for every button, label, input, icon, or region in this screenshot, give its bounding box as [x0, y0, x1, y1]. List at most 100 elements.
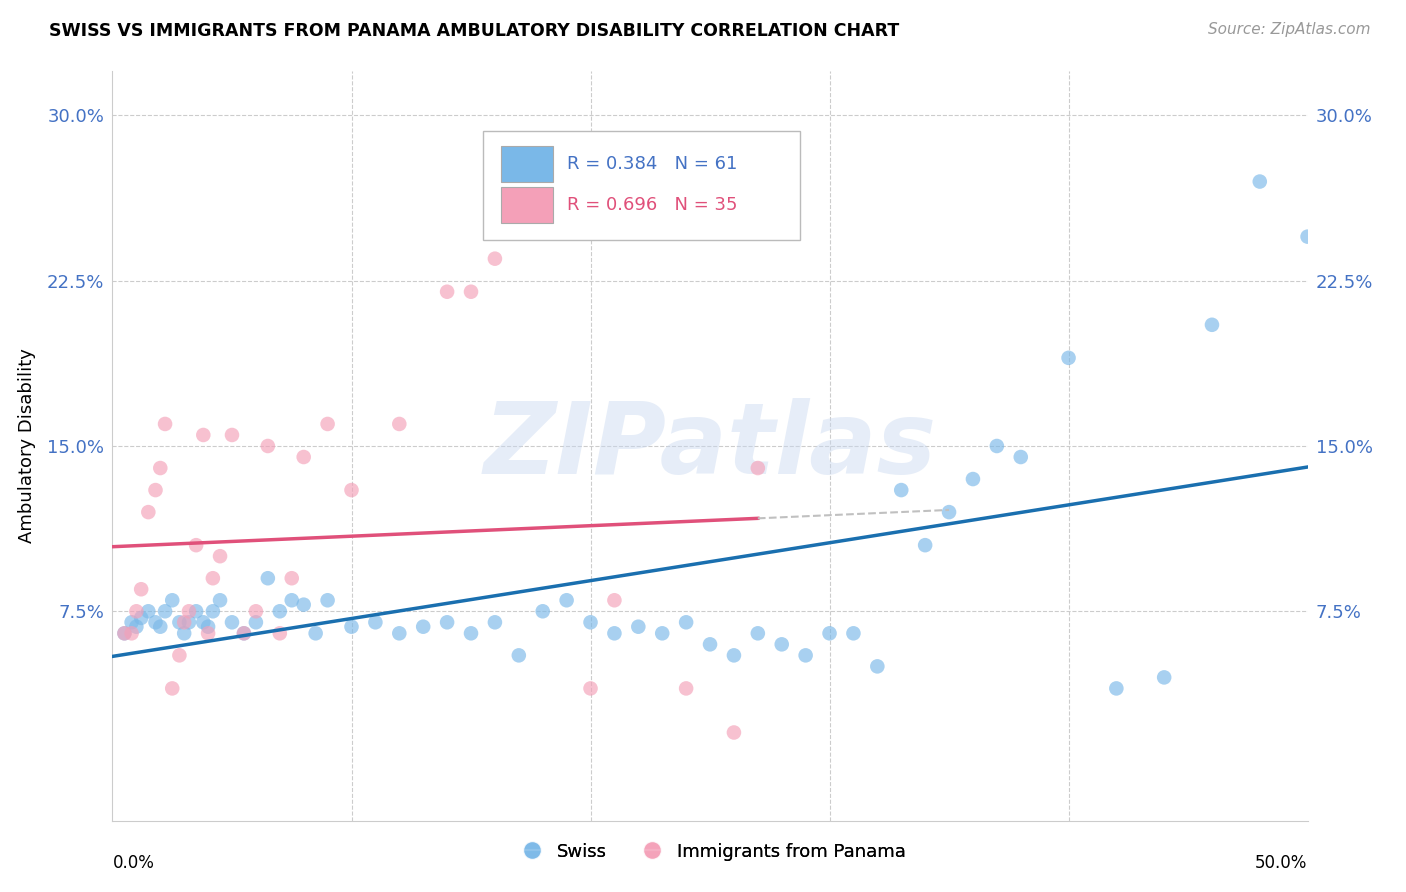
Text: 0.0%: 0.0% — [112, 854, 155, 871]
Point — [1153, 670, 1175, 684]
Point — [125, 620, 148, 634]
Point — [794, 648, 817, 663]
Text: 50.0%: 50.0% — [1256, 854, 1308, 871]
Point — [603, 626, 626, 640]
Point — [723, 648, 745, 663]
Point — [138, 604, 160, 618]
Point — [555, 593, 578, 607]
Point — [292, 598, 315, 612]
FancyBboxPatch shape — [501, 186, 554, 223]
Point — [1249, 175, 1271, 189]
Y-axis label: Ambulatory Disability: Ambulatory Disability — [18, 349, 35, 543]
Point — [233, 626, 256, 640]
Point — [193, 428, 215, 442]
Point — [770, 637, 793, 651]
Point — [603, 593, 626, 607]
Point — [651, 626, 673, 640]
Point — [145, 615, 167, 630]
Point — [125, 604, 148, 618]
Point — [221, 615, 243, 630]
Point — [747, 626, 769, 640]
Point — [866, 659, 889, 673]
Point — [193, 615, 215, 630]
Point — [257, 571, 280, 585]
Point — [388, 626, 411, 640]
Point — [209, 549, 232, 564]
Point — [986, 439, 1008, 453]
Point — [173, 615, 195, 630]
Point — [340, 483, 363, 497]
Point — [221, 428, 243, 442]
Point — [388, 417, 411, 431]
Point — [169, 615, 191, 630]
Point — [292, 450, 315, 464]
Point — [121, 615, 143, 630]
Point — [842, 626, 865, 640]
Point — [1057, 351, 1080, 365]
Point — [197, 626, 219, 640]
Point — [938, 505, 960, 519]
Point — [153, 604, 176, 618]
Point — [149, 620, 172, 634]
Point — [162, 593, 183, 607]
Point — [162, 681, 183, 696]
Point — [149, 461, 172, 475]
Point — [269, 626, 291, 640]
Point — [197, 620, 219, 634]
Point — [145, 483, 167, 497]
Point — [177, 604, 200, 618]
Point — [340, 620, 363, 634]
Point — [436, 615, 458, 630]
Text: ZIPatlas: ZIPatlas — [484, 398, 936, 494]
Point — [1296, 229, 1319, 244]
Point — [675, 681, 697, 696]
Point — [153, 417, 176, 431]
Point — [177, 615, 200, 630]
Point — [245, 615, 267, 630]
Point — [186, 604, 208, 618]
Point — [1105, 681, 1128, 696]
Point — [233, 626, 256, 640]
Point — [460, 285, 482, 299]
FancyBboxPatch shape — [484, 131, 800, 240]
FancyBboxPatch shape — [501, 145, 554, 181]
Point — [1201, 318, 1223, 332]
Point — [747, 461, 769, 475]
Text: Source: ZipAtlas.com: Source: ZipAtlas.com — [1208, 22, 1371, 37]
Point — [818, 626, 841, 640]
Point — [364, 615, 387, 630]
Point — [281, 571, 304, 585]
Point — [121, 626, 143, 640]
Point — [484, 615, 506, 630]
Point — [1010, 450, 1032, 464]
Point — [129, 582, 152, 597]
Point — [675, 615, 697, 630]
Point — [305, 626, 328, 640]
Point — [114, 626, 135, 640]
Point — [890, 483, 912, 497]
Point — [201, 571, 224, 585]
Point — [316, 417, 339, 431]
Text: R = 0.384   N = 61: R = 0.384 N = 61 — [567, 154, 737, 172]
Point — [201, 604, 224, 618]
Point — [412, 620, 434, 634]
Point — [627, 620, 650, 634]
Point — [579, 681, 602, 696]
Point — [138, 505, 160, 519]
Point — [209, 593, 232, 607]
Point — [962, 472, 984, 486]
Point — [723, 725, 745, 739]
Point — [436, 285, 458, 299]
Point — [169, 648, 191, 663]
Point — [316, 593, 339, 607]
Point — [508, 648, 530, 663]
Point — [257, 439, 280, 453]
Point — [460, 626, 482, 640]
Point — [531, 604, 554, 618]
Point — [281, 593, 304, 607]
Point — [579, 615, 602, 630]
Point — [114, 626, 135, 640]
Point — [173, 626, 195, 640]
Point — [186, 538, 208, 552]
Legend: Swiss, Immigrants from Panama: Swiss, Immigrants from Panama — [506, 836, 914, 868]
